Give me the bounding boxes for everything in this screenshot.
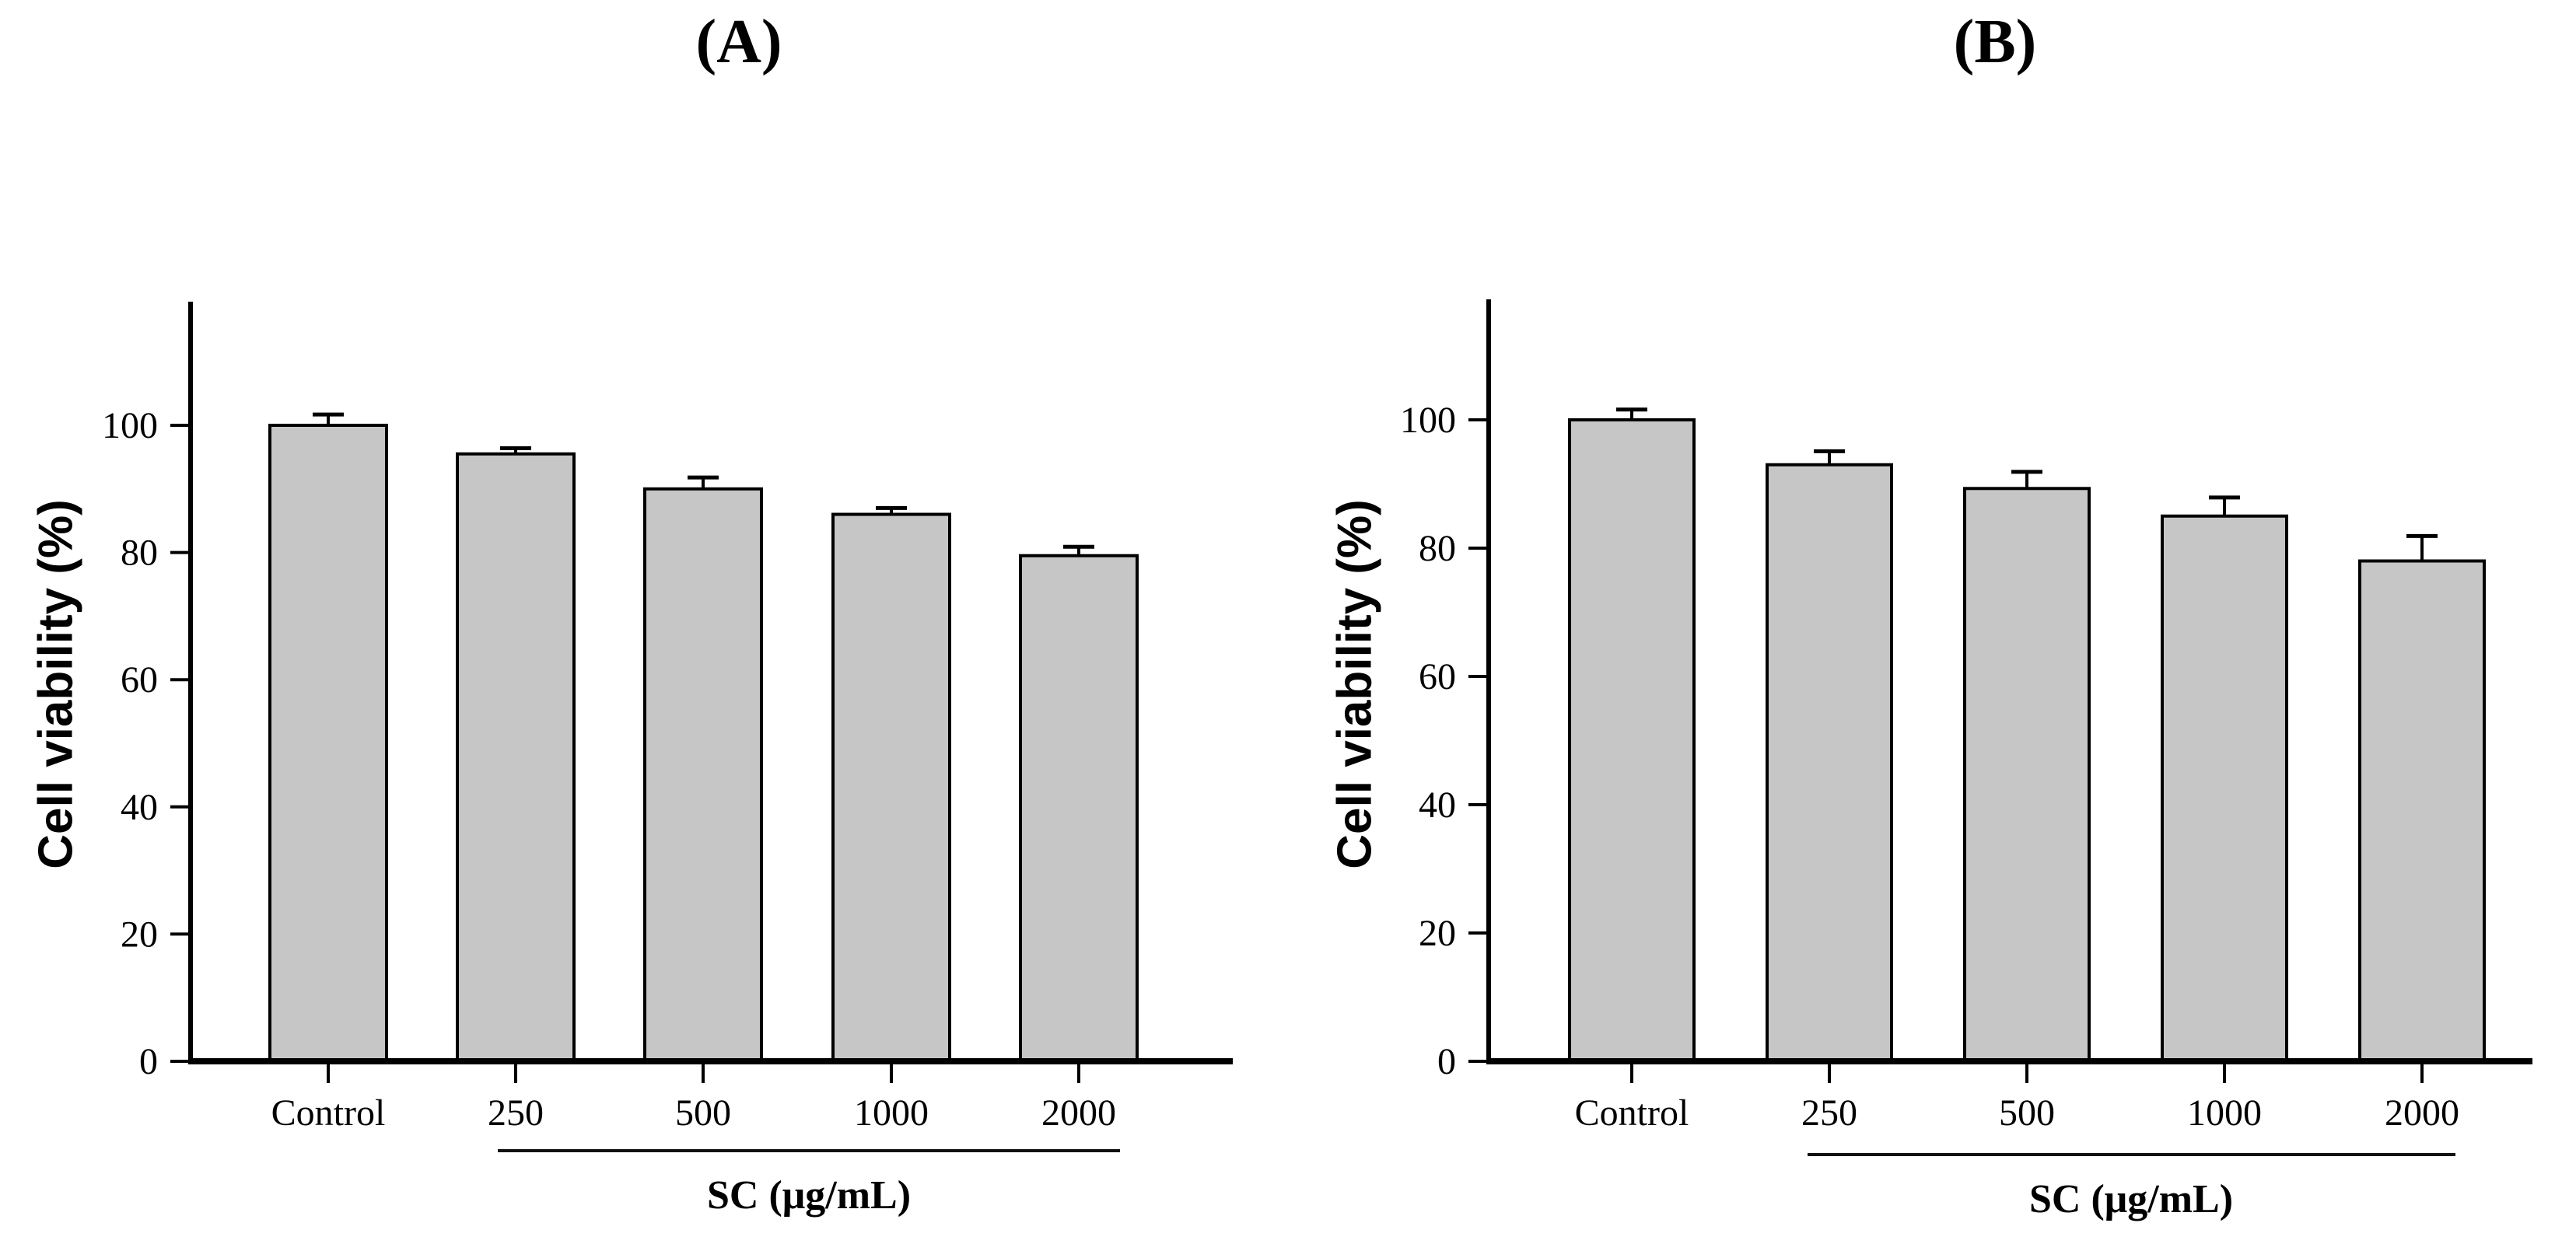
y-tick-label: 80: [1419, 528, 1456, 569]
x-category-label: 250: [488, 1092, 544, 1134]
bar-1000: [831, 512, 951, 1063]
panel-b-x-group-underline: [1808, 1153, 2455, 1156]
y-tick-label: 100: [1400, 400, 1456, 441]
bar-250: [456, 452, 576, 1063]
x-category-label: 2000: [2385, 1092, 2459, 1134]
panel-b-bar-plot: 0 20 40 60 80 100 Control 250 500 1000 2000: [1400, 299, 2532, 1134]
panel-a-title: (A): [695, 8, 782, 76]
y-tick-label: 0: [1437, 1041, 1456, 1082]
bar-Control: [268, 424, 388, 1063]
bar-500: [1963, 487, 2091, 1063]
bar-250: [1766, 463, 1893, 1063]
y-tick-label: 0: [139, 1041, 158, 1082]
x-category-label: Control: [1575, 1092, 1689, 1134]
panel-b-x-group-label: SC (μg/mL): [2028, 1177, 2234, 1221]
bar-Control: [1568, 418, 1696, 1063]
bar-1000: [2161, 514, 2288, 1063]
y-tick-label: 80: [121, 533, 158, 574]
panel-a-x-group-underline: [498, 1149, 1120, 1152]
panel-a-bar-plot: 0 20 40 60 80 100 Control 250 500 1000 2000: [102, 302, 1233, 1134]
x-category-label: 500: [1999, 1092, 2055, 1134]
x-category-label: 2000: [1041, 1092, 1116, 1134]
x-category-label: Control: [271, 1092, 386, 1134]
panel-b: (B) Cell viability (%) 0 20 40 60 80 100 Contr…: [1288, 0, 2576, 1244]
bar-2000: [2358, 559, 2486, 1063]
y-tick-label: 60: [1419, 656, 1456, 697]
x-category-label: 1000: [2187, 1092, 2262, 1134]
panel-b-title: (B): [1953, 8, 2037, 76]
y-tick-label: 100: [102, 405, 158, 446]
bar-500: [643, 487, 763, 1063]
y-tick-label: 60: [121, 659, 158, 701]
panel-a-x-group-label: SC (μg/mL): [706, 1173, 912, 1218]
x-category-label: 500: [675, 1092, 731, 1134]
panel-a: (A) Cell viability (%) 0 20 40 60 80 100 Contr…: [30, 8, 1233, 1218]
x-category-label: 1000: [854, 1092, 929, 1134]
y-tick-label: 40: [1419, 784, 1456, 826]
y-tick-label: 20: [1419, 913, 1456, 954]
x-category-label: 250: [1801, 1092, 1857, 1134]
bar-2000: [1019, 554, 1139, 1063]
y-tick-label: 20: [121, 914, 158, 955]
y-tick-label: 40: [121, 787, 158, 828]
